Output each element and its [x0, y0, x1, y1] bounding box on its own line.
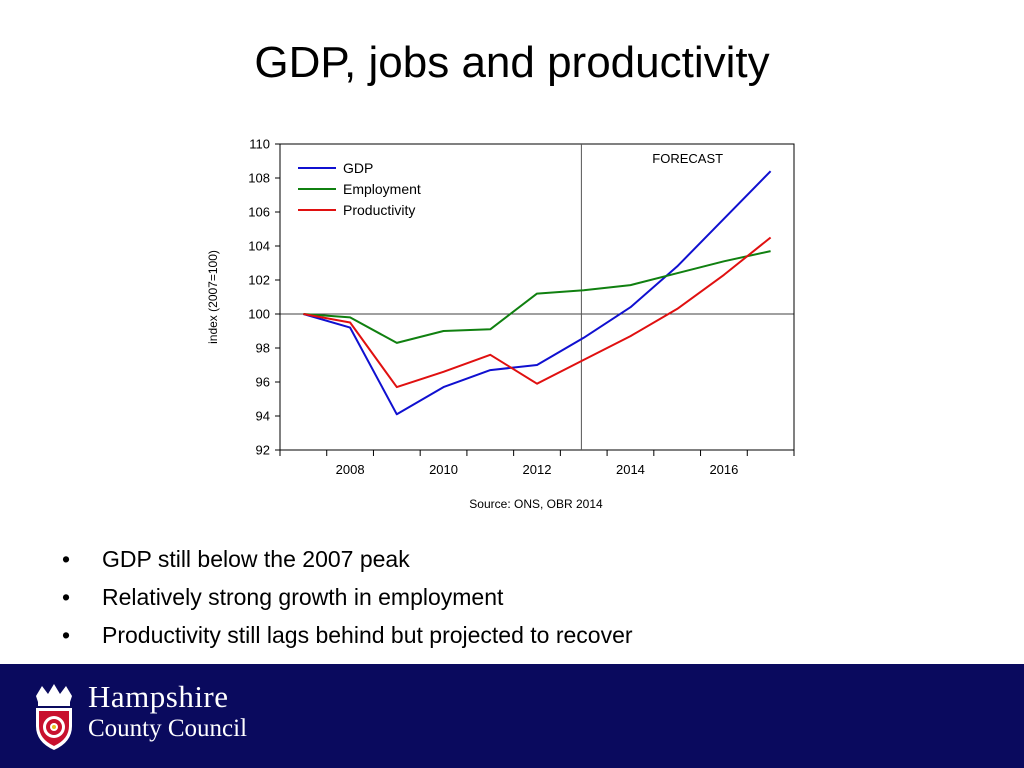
y-tick-label: 110	[249, 137, 270, 152]
y-tick-label: 102	[248, 273, 270, 288]
series-line-gdp	[303, 170, 772, 416]
legend: GDP Employment Productivity	[298, 160, 421, 218]
footer-bar: Hampshire County Council	[0, 664, 1024, 768]
y-tick-label: 92	[256, 443, 270, 458]
x-tick-label: 2010	[429, 462, 458, 477]
bullet-list: GDP still below the 2007 peak Relatively…	[62, 540, 633, 654]
x-axis: 2008 2010 2012 2014 2016	[279, 450, 795, 477]
series-line-employment	[303, 250, 771, 344]
org-name-line2: County Council	[88, 715, 248, 742]
source-note: Source: ONS, OBR 2014	[469, 497, 603, 511]
x-tick-label: 2016	[709, 462, 738, 477]
y-tick-label: 104	[248, 239, 270, 254]
legend-label: Employment	[343, 181, 421, 197]
slide-title: GDP, jobs and productivity	[254, 38, 770, 87]
y-tick-label: 96	[256, 375, 270, 390]
series-layer	[303, 170, 772, 416]
forecast-label: FORECAST	[652, 151, 723, 166]
county-crest-icon	[36, 684, 72, 750]
organization-name: Hampshire County Council	[88, 680, 247, 744]
x-tick-label: 2014	[616, 462, 645, 477]
bullet-item: GDP still below the 2007 peak	[62, 540, 633, 578]
x-tick-label: 2008	[336, 462, 365, 477]
bullet-item: Productivity still lags behind but proje…	[62, 616, 633, 654]
y-axis: 92 94 96 98 100 102 104 106 108 110	[248, 137, 280, 458]
y-tick-label: 108	[248, 171, 270, 186]
plot-frame	[279, 143, 795, 451]
legend-label: Productivity	[343, 202, 415, 218]
legend-label: GDP	[343, 160, 373, 176]
y-tick-label: 106	[248, 205, 270, 220]
series-line-productivity	[303, 236, 772, 389]
y-tick-label: 98	[256, 341, 270, 356]
bullet-item: Relatively strong growth in employment	[62, 578, 633, 616]
x-tick-label: 2012	[523, 462, 552, 477]
org-name-line1: Hampshire	[88, 679, 229, 714]
y-tick-label: 100	[248, 307, 270, 322]
y-tick-label: 94	[256, 409, 270, 424]
y-axis-label: index (2007=100)	[206, 250, 220, 344]
